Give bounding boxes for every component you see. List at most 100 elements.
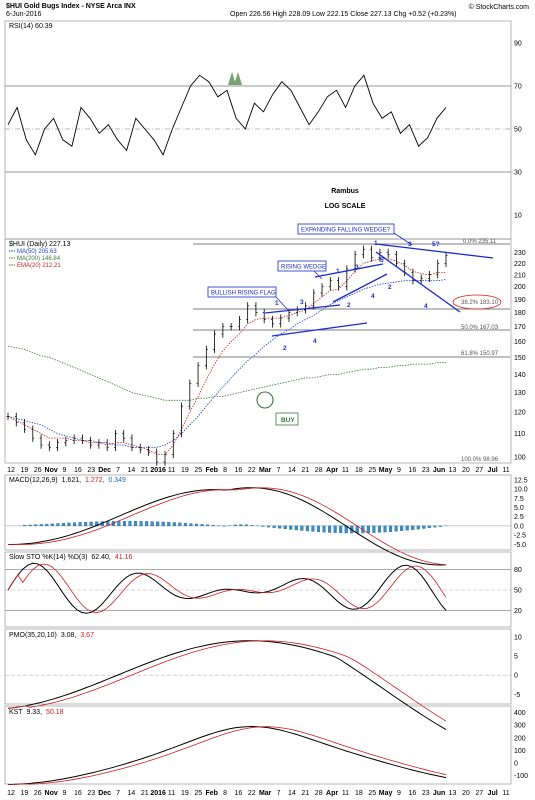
- x-tick-label: 8: [223, 467, 227, 474]
- x-tick-label: 22: [248, 467, 256, 474]
- osc-tick-label: 200: [514, 735, 526, 742]
- rsi-ticks: 90 70 50 30 10: [514, 41, 522, 220]
- pmo-label-text: PMO(35,20,10): [9, 632, 57, 639]
- x-tick-label: 18: [355, 467, 363, 474]
- macd-hist-bar: [311, 525, 315, 532]
- osc-tick-label: -5.0: [514, 542, 526, 549]
- flag-wave-3: 3: [300, 299, 304, 306]
- rising-wave-3: 3: [355, 264, 359, 271]
- price-tick-label: 130: [514, 390, 526, 397]
- osc-tick-label: 2.5: [514, 514, 524, 521]
- price-tick-label: 160: [514, 339, 526, 346]
- x-tick-label: Mar: [259, 790, 272, 797]
- flag-upper-line: [264, 304, 341, 314]
- fib-label-382: 38.2% 183.10: [461, 300, 499, 306]
- macd-hist-bar: [150, 521, 154, 527]
- x-tick-label: 2016: [150, 790, 166, 797]
- x-tick-label: 25: [368, 467, 376, 474]
- macd-hist-bar: [189, 523, 193, 527]
- ma200-line: [7, 345, 446, 401]
- x-tick-label: 11: [502, 790, 509, 797]
- x-tick-label: 11: [502, 467, 509, 474]
- price-tick-label: 220: [514, 261, 526, 268]
- x-tick-label: 16: [74, 467, 82, 474]
- pmo-ticks: 10 5 0 -5: [5, 634, 522, 699]
- buy-box: [275, 412, 299, 426]
- macd-value-3: 0.349: [108, 477, 126, 484]
- x-tick-label: 13: [449, 790, 457, 797]
- x-tick-label: 18: [355, 790, 363, 797]
- x-axis: 12 19 26 Nov 9 16 23 Dec 7 14 21 2016 11 19 25 Feb 8 16 22…: [7, 467, 510, 474]
- x-tick-label: 19: [181, 467, 189, 474]
- macd-label: MACD(12,26,9) 1.621, 1.272, 0.349: [9, 477, 126, 484]
- sto-k-value: 62.40,: [91, 554, 111, 561]
- x-tick-label: Apr: [326, 790, 338, 797]
- rsi-tick-label: 70: [514, 84, 522, 91]
- macd-value-2: 1.272,: [85, 477, 105, 484]
- macd-hist-bar: [244, 524, 248, 527]
- osc-tick-label: -2.5: [514, 533, 526, 540]
- price-tick-label: 150: [514, 355, 526, 362]
- x-tick-label: 11: [168, 467, 175, 474]
- flag-lower-line: [271, 322, 368, 337]
- rising-upper-line: [314, 263, 384, 278]
- osc-tick-label: 50: [514, 588, 522, 595]
- x-tick-label: 9: [63, 467, 67, 474]
- x-tick-label: 16: [74, 790, 82, 797]
- macd-hist-bar: [305, 525, 309, 532]
- x-tick-label: 28: [315, 467, 323, 474]
- x-tick-label: 20: [462, 790, 470, 797]
- pmo-signal-line: [7, 640, 447, 722]
- expanding-wedge-label: EXPANDING FALLING WEDGE?: [301, 228, 391, 234]
- x-tick-label: Nov: [45, 790, 58, 797]
- macd-hist-bar: [61, 523, 65, 527]
- macd-hist-bar: [316, 525, 321, 532]
- rsi-overbought-fill: [228, 72, 242, 85]
- osc-tick-label: 0: [514, 673, 518, 680]
- x-tick-label: 14: [128, 467, 136, 474]
- x-tick-label: 16: [235, 467, 243, 474]
- macd-hist-bar: [422, 525, 426, 529]
- price-tick-label: 100: [514, 455, 526, 462]
- rising-pointer: [313, 270, 323, 280]
- x-tick-label: May: [379, 467, 393, 474]
- x-tick-label: 25: [368, 790, 376, 797]
- macd-hist-bar: [117, 521, 121, 527]
- macd-hist-bar: [128, 521, 132, 527]
- x-tick-label: 23: [87, 790, 95, 797]
- price-label: $HUI (Daily) 227.13: [9, 241, 71, 248]
- osc-tick-label: 0: [514, 761, 518, 768]
- x-tick-label: 28: [315, 790, 323, 797]
- osc-tick-label: 10: [514, 634, 522, 641]
- x-tick-label: 16: [408, 467, 416, 474]
- macd-hist-bar: [433, 525, 437, 528]
- pmo-value-1: 3.08,: [61, 632, 77, 639]
- expanding-wave-4: 4: [424, 303, 428, 310]
- kst-ticks: 400 300 200 100 0 -100: [514, 710, 528, 780]
- ma50-line: [7, 279, 447, 448]
- x-tick-label: Jul: [488, 467, 498, 474]
- bullish-pointer: [275, 296, 289, 311]
- macd-hist-bar: [233, 524, 237, 527]
- macd-hist-bar: [72, 522, 77, 527]
- macd-hist-bar: [267, 525, 271, 528]
- price-ticks: 230 220 210 200 190 180 170 160 150 140 130 120 110 1…: [514, 250, 526, 462]
- rsi-tick-label: 10: [514, 213, 522, 220]
- x-tick-label: Mar: [259, 467, 272, 474]
- osc-tick-label: -5: [514, 692, 520, 699]
- rsi-tick-label: 30: [514, 170, 522, 177]
- macd-hist-bar: [133, 521, 138, 527]
- macd-hist-bar: [239, 524, 243, 527]
- macd-hist-bar: [167, 522, 171, 527]
- macd-hist-bar: [161, 521, 165, 527]
- x-tick-label: 23: [422, 790, 430, 797]
- symbol-title: $HUI Gold Bugs Index - NYSE Arca INX: [6, 3, 136, 10]
- ema20-line: [7, 258, 446, 455]
- price-tick-label: 180: [514, 310, 526, 317]
- macd-hist-bar: [122, 521, 126, 527]
- price-bars: [6, 245, 448, 466]
- x-tick-label: 26: [34, 790, 42, 797]
- x-tick-label: Jun: [433, 467, 445, 474]
- scale-label: LOG SCALE: [325, 203, 366, 210]
- x-tick-label: 25: [194, 467, 202, 474]
